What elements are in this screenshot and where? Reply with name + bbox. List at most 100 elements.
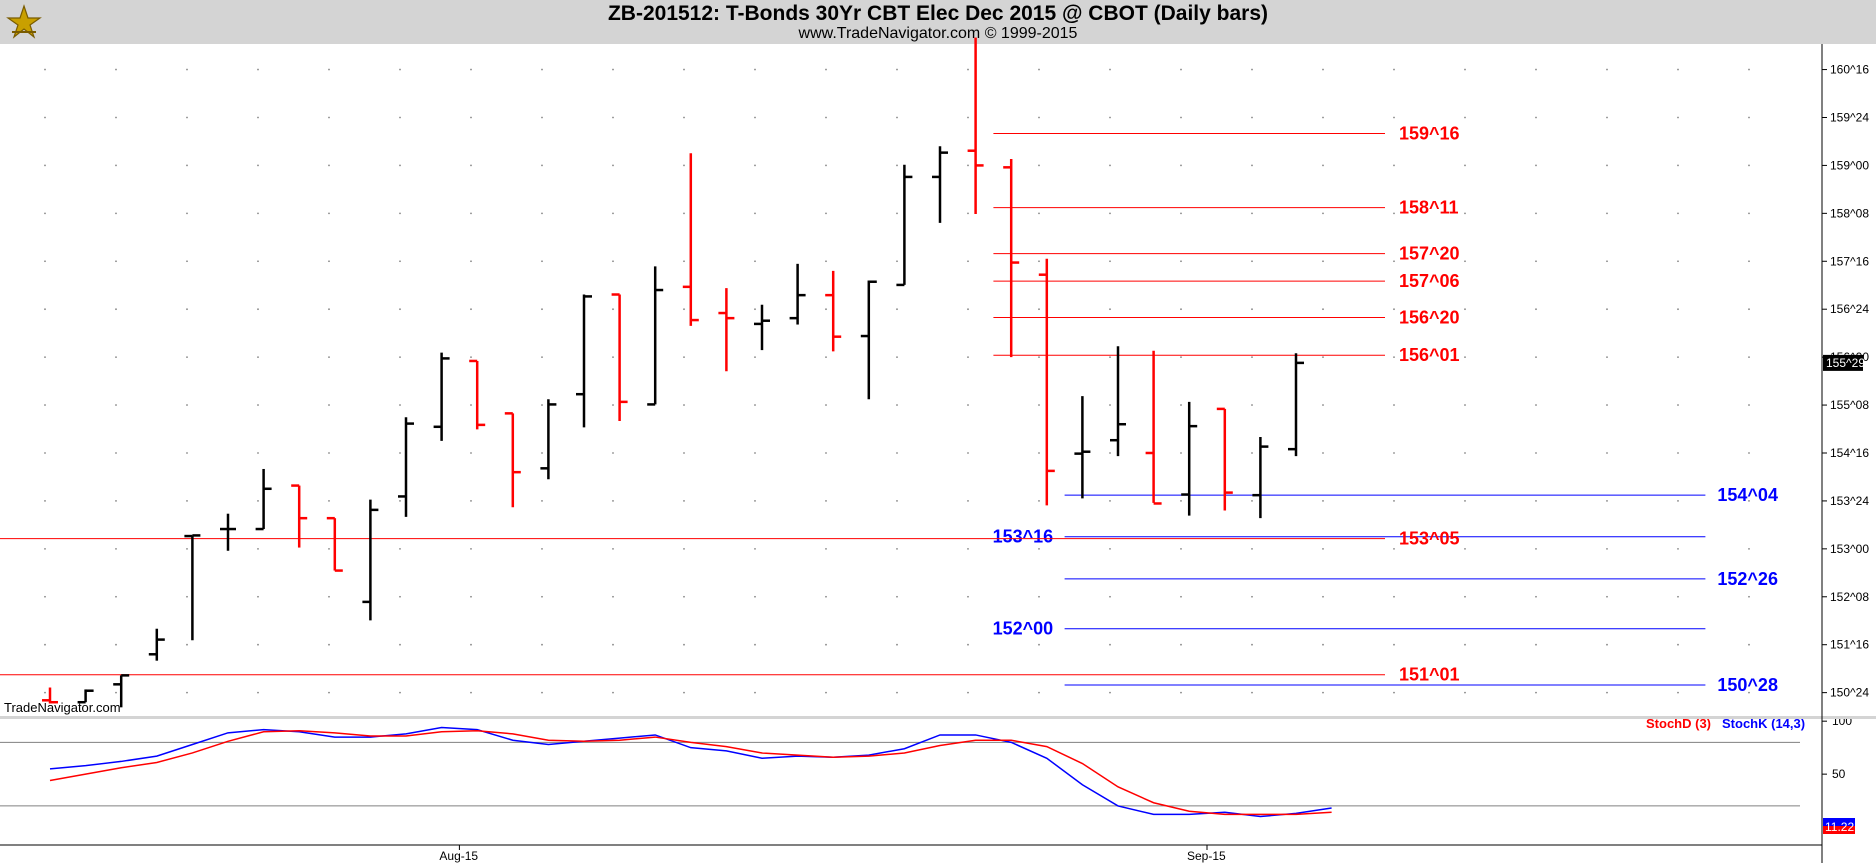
grid-dot: [328, 547, 330, 550]
grid-dot: [1606, 500, 1608, 502]
grid-dot: [1606, 260, 1608, 263]
grid-dot: [44, 404, 46, 406]
grid-dot: [1393, 500, 1395, 502]
grid-dot: [896, 308, 898, 311]
ohlc-bar: [1074, 396, 1091, 499]
grid-dot: [1677, 691, 1679, 694]
grid-dot: [1677, 500, 1679, 502]
grid-dot: [115, 356, 117, 359]
y-tick-label: 151^16: [1830, 638, 1869, 652]
y-tick-label: 158^08: [1830, 206, 1869, 220]
ohlc-bar: [647, 266, 664, 406]
grid-dot: [44, 260, 46, 263]
grid-dot: [1464, 68, 1466, 71]
grid-dot: [1109, 68, 1111, 71]
grid-dot: [1748, 116, 1750, 119]
grid-dot: [115, 308, 117, 311]
ohlc-bar: [77, 689, 94, 704]
ohlc-bar: [1145, 350, 1162, 505]
grid-dot: [1748, 164, 1750, 167]
grid-dot: [1606, 164, 1608, 167]
stoch-y-tick-label: 50: [1832, 767, 1846, 781]
grid-dot: [44, 500, 46, 502]
grid-dot: [1535, 164, 1537, 167]
grid-dot: [1322, 68, 1324, 71]
stochd-line: [49, 729, 1332, 816]
title-bar: [0, 0, 1876, 44]
grid-dot: [1677, 643, 1679, 646]
grid-dot: [612, 164, 614, 167]
grid-dot: [612, 643, 614, 646]
grid-dot: [257, 356, 259, 359]
grid-dot: [1109, 691, 1111, 694]
grid-dot: [186, 68, 188, 71]
stochk-line: [49, 726, 1332, 818]
grid-dot: [1251, 260, 1253, 263]
grid-dot: [1109, 452, 1111, 454]
grid-dot: [257, 643, 259, 646]
grid-dot: [470, 595, 472, 598]
grid-dot: [1109, 308, 1111, 311]
grid-dot: [825, 212, 827, 215]
ohlc-bar: [255, 468, 272, 531]
ohlc-bar: [1003, 159, 1020, 358]
panel-separator: [0, 716, 1876, 719]
grid-dot: [186, 595, 188, 598]
grid-dot: [399, 547, 401, 550]
grid-dot: [612, 260, 614, 263]
grid-dot: [754, 595, 756, 598]
grid-dot: [1464, 212, 1466, 215]
grid-dot: [257, 212, 259, 215]
grid-dot: [328, 68, 330, 71]
grid-dot: [1677, 356, 1679, 359]
grid-dot: [399, 595, 401, 598]
ohlc-bar: [398, 417, 414, 517]
grid-dot: [754, 116, 756, 119]
grid-dot: [257, 260, 259, 263]
grid-dot: [399, 356, 401, 359]
ohlc-bar: [504, 412, 521, 508]
grid-dot: [754, 164, 756, 167]
grid-dot: [683, 116, 685, 119]
grid-dot: [967, 547, 969, 550]
grid-dot: [328, 212, 330, 215]
grid-dot: [44, 116, 46, 119]
grid-dot: [257, 691, 259, 694]
grid-dot: [1038, 691, 1040, 694]
grid-dot: [1748, 547, 1750, 550]
grid-dot: [1038, 308, 1040, 311]
grid-dot: [1251, 164, 1253, 167]
ohlc-bar: [754, 304, 770, 351]
grid-dot: [896, 547, 898, 550]
grid-dot: [1748, 404, 1750, 406]
grid-dot: [1393, 116, 1395, 119]
grid-dot: [44, 452, 46, 454]
last-price-box: [1823, 354, 1863, 371]
grid-dot: [1038, 547, 1040, 550]
grid-dot: [44, 691, 46, 694]
grid-dot: [1322, 116, 1324, 119]
ohlc-bar: [789, 263, 806, 325]
grid-dot: [1180, 547, 1182, 550]
grid-dot: [1464, 308, 1466, 311]
grid-dot: [186, 691, 188, 694]
ohlc-bar: [469, 359, 486, 430]
grid-dot: [1251, 116, 1253, 119]
grid-dot: [541, 260, 543, 263]
grid-dot: [1748, 500, 1750, 502]
grid-dot: [1393, 452, 1395, 454]
grid-dot: [115, 595, 117, 598]
grid-dot: [825, 547, 827, 550]
grid-dot: [1180, 404, 1182, 406]
grid-dot: [541, 595, 543, 598]
grid-dot: [399, 452, 401, 454]
grid-dot: [1251, 691, 1253, 694]
grid-dot: [612, 547, 614, 550]
grid-dot: [186, 404, 188, 406]
grid-dot: [1464, 356, 1466, 359]
ohlc-bar: [540, 399, 557, 480]
grid-dot: [1251, 404, 1253, 406]
grid-dot: [825, 404, 827, 406]
grid-dot: [44, 547, 46, 550]
grid-dot: [541, 116, 543, 119]
